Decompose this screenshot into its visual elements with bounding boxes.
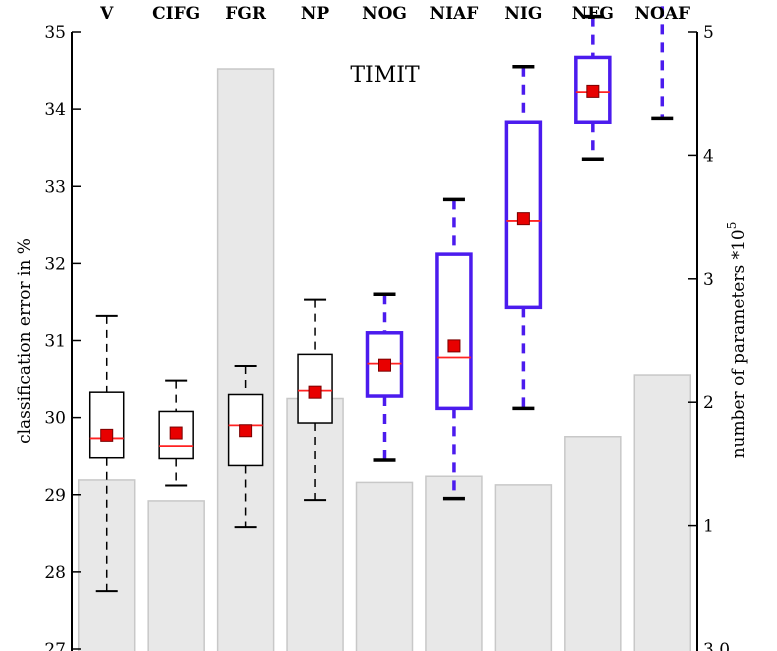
category-label: CIFG [152, 4, 200, 24]
mean-marker [100, 428, 114, 442]
mean-marker [586, 84, 600, 98]
category-label: FGR [225, 4, 267, 24]
box [88, 391, 125, 459]
mean-marker [378, 358, 391, 372]
y-tick-label: 35 [44, 23, 66, 43]
y-tick-label: 33 [44, 177, 66, 197]
y2-axis-label-text: number of parameters *10 [729, 229, 749, 458]
parameter-bar [425, 475, 483, 651]
mean-marker [169, 426, 183, 440]
y-axis-label: classification error in % [15, 238, 35, 444]
boxplot-nig [504, 64, 543, 411]
boxplot-fgr [227, 364, 264, 529]
parameter-bar [633, 374, 692, 651]
y-tick-label: 27 [44, 640, 66, 651]
category-label: NOG [362, 4, 407, 24]
parameter-bar [564, 436, 622, 651]
y2-axis-label-exponent: 5 [725, 222, 739, 230]
category-label: NP [301, 4, 330, 24]
box [435, 252, 473, 411]
mean-marker [447, 339, 461, 353]
plot-frame [71, 32, 698, 651]
y2-tick-label: 3 [703, 270, 714, 290]
parameter-bar [286, 397, 344, 651]
y2-tick-label: 2 [703, 393, 714, 413]
mean-marker [308, 385, 322, 399]
y-tick-label: 30 [44, 409, 66, 429]
y-tick-label: 34 [44, 100, 66, 120]
y-tick-label: 28 [44, 563, 66, 583]
left-axis-ticks: 27 28 29 30 31 32 33 34 35 [44, 23, 81, 651]
mean-marker [239, 424, 253, 438]
mean-marker [516, 212, 530, 226]
parameter-bar [77, 479, 136, 651]
boxplot-nog [365, 292, 404, 462]
y2-tick-label: 5 [703, 23, 714, 43]
boxplot-cifg [158, 379, 194, 487]
category-label: NFG [572, 4, 614, 24]
parameter-bar [147, 500, 205, 651]
category-label: NIG [504, 4, 542, 24]
category-label: NOAF [634, 4, 690, 24]
boxplot-noaf [651, 0, 674, 121]
right-axis-ticks: 1 2 3 4 5 3.0 [688, 23, 730, 651]
y2-tick-label: 1 [703, 517, 714, 537]
boxplots [88, 0, 674, 593]
boxplot-nfg [574, 14, 612, 162]
boxplot-np [297, 298, 333, 502]
y-tick-label: 32 [44, 254, 66, 274]
y2-axis-label-group: number of parameters *105 [725, 222, 749, 459]
boxplot-v [88, 314, 125, 593]
chart-title: TIMIT [350, 63, 420, 88]
parameter-bar [494, 484, 553, 651]
y2-axis-label: number of parameters *105 [725, 222, 749, 459]
category-label: NIAF [430, 4, 479, 24]
boxplot-niaf [435, 197, 473, 501]
y2-tick-label: 4 [703, 146, 714, 166]
y-tick-label: 31 [44, 332, 66, 352]
parameter-bar [355, 481, 414, 651]
y2-bottom-label: 3.0 [703, 640, 730, 651]
category-labels: V CIFG FGR NP NOG NIAF NIG NFG NOAF [99, 4, 690, 24]
parameter-bars [77, 68, 692, 651]
parameter-bar [216, 68, 275, 651]
category-label: V [99, 4, 114, 24]
y-tick-label: 29 [44, 486, 66, 506]
